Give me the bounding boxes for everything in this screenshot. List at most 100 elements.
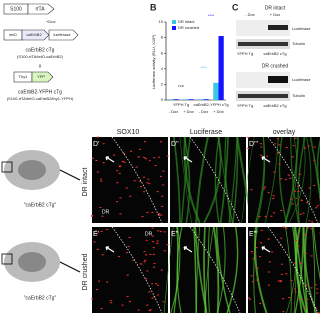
nucleus <box>291 156 294 158</box>
nucleus <box>118 165 121 168</box>
fiber <box>216 226 226 314</box>
nucleus <box>267 271 271 273</box>
nucleus <box>253 252 256 254</box>
label: caErbB2 cTg <box>26 47 55 53</box>
group-label: YFPH Tg <box>173 102 189 107</box>
nucleus <box>138 148 142 151</box>
group-label: caErbB2-YFPH cTg <box>193 102 228 107</box>
label: "caErbB2 cTg" <box>24 202 57 208</box>
fiber <box>226 226 239 314</box>
nucleus <box>149 253 152 255</box>
x-tick-label: + Dox <box>183 109 194 114</box>
nucleus <box>258 215 261 218</box>
fiber <box>313 226 320 281</box>
nucleus <box>151 227 154 229</box>
nucleus <box>255 247 258 249</box>
box <box>1 253 13 265</box>
nucleus <box>102 143 105 145</box>
row-label: DR intact <box>82 168 89 197</box>
nucleus <box>96 136 99 138</box>
nucleus <box>270 251 274 253</box>
nucleus <box>156 242 159 244</box>
y-tick-label: 8 <box>161 35 164 40</box>
nucleus <box>276 138 280 140</box>
fiber <box>316 137 320 198</box>
fiber <box>255 136 265 224</box>
arrow <box>183 246 193 253</box>
nucleus <box>139 186 143 188</box>
nucleus <box>267 192 270 194</box>
nucleus <box>148 291 151 293</box>
nucleus <box>90 298 94 300</box>
nucleus <box>259 143 263 145</box>
nucleus <box>282 226 285 228</box>
row-label: DR crushed <box>82 253 89 290</box>
micrographs <box>90 136 320 314</box>
nucleus <box>311 221 314 223</box>
label: Tubulin <box>292 93 305 98</box>
nucleus <box>112 154 116 156</box>
nucleus <box>160 214 163 216</box>
nucleus <box>258 255 262 258</box>
panel-label: D' <box>93 141 99 148</box>
fiber <box>290 136 299 224</box>
nucleus <box>276 152 280 154</box>
label: +Dox <box>46 19 55 24</box>
arrow <box>105 156 115 163</box>
legend-swatch <box>172 20 176 24</box>
label: DR intact <box>265 5 286 11</box>
nucleus <box>293 262 296 264</box>
nucleus <box>289 198 293 200</box>
nucleus <box>304 252 307 255</box>
nucleus <box>297 190 300 193</box>
nucleus <box>148 183 151 185</box>
nucleus <box>144 259 147 261</box>
micrograph <box>248 227 320 313</box>
nucleus <box>160 195 164 197</box>
nucleus <box>152 253 156 255</box>
arrow <box>183 156 193 163</box>
label: luciferase <box>53 32 71 37</box>
label: caErbB2 cTg <box>263 103 286 108</box>
nucleus <box>128 300 132 303</box>
arrow <box>261 156 271 163</box>
panel-b: B Luciferase activity (RLU, X10⁸) 0 2 4 6 8 1… <box>150 2 229 114</box>
column-header: Luciferase <box>190 129 222 136</box>
nucleus <box>285 273 288 275</box>
nucleus <box>166 155 169 157</box>
nucleus <box>116 182 119 184</box>
nucleus <box>156 294 160 296</box>
nucleus <box>305 202 309 204</box>
nucleus <box>160 269 164 271</box>
label: (S100-rtTA/tetO-caErbB2) <box>17 54 64 59</box>
nucleus <box>280 273 284 276</box>
nucleus <box>316 205 319 207</box>
nucleus <box>264 215 268 218</box>
nucleus <box>315 207 318 209</box>
nucleus <box>297 245 300 247</box>
nucleus <box>151 297 154 299</box>
gene-box <box>48 29 79 41</box>
nucleus <box>99 206 102 209</box>
fiber <box>214 136 220 224</box>
legend-label: DR intact <box>178 19 195 24</box>
boundary <box>267 136 319 224</box>
nucleus <box>146 304 149 306</box>
nucleus <box>295 197 298 199</box>
nucleus <box>316 292 319 294</box>
nucleus <box>93 241 96 243</box>
nucleus <box>144 157 148 160</box>
pointer <box>59 261 81 273</box>
nucleus <box>96 171 100 173</box>
nucleus <box>100 180 103 182</box>
nucleus <box>155 283 158 285</box>
boundary <box>267 226 319 314</box>
fiber <box>183 136 191 224</box>
blot <box>236 20 290 36</box>
nucleus <box>109 300 113 302</box>
fiber <box>264 136 279 224</box>
nucleus <box>247 297 251 299</box>
nucleus <box>117 256 121 258</box>
nucleus <box>273 143 277 145</box>
nucleus <box>95 288 99 291</box>
